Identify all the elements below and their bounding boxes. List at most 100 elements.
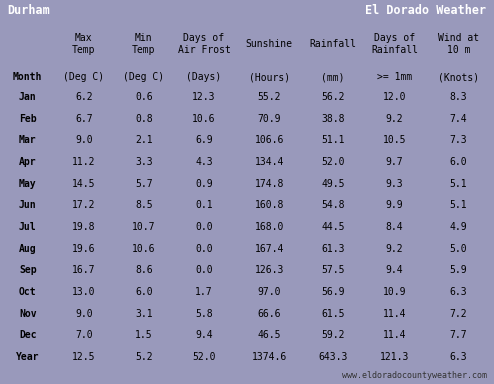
Text: 9.9: 9.9 (386, 200, 403, 210)
Text: Jan: Jan (19, 92, 37, 102)
Text: 6.2: 6.2 (75, 92, 93, 102)
Text: (Deg C): (Deg C) (124, 72, 165, 82)
Text: 5.9: 5.9 (450, 265, 467, 275)
Text: 5.8: 5.8 (195, 309, 213, 319)
Text: 5.7: 5.7 (135, 179, 153, 189)
Text: 9.3: 9.3 (386, 179, 403, 189)
Text: 38.8: 38.8 (322, 114, 345, 124)
Text: 3.1: 3.1 (135, 309, 153, 319)
Text: 54.8: 54.8 (322, 200, 345, 210)
Text: Days of
Air Frost: Days of Air Frost (177, 33, 230, 55)
Text: 7.7: 7.7 (450, 331, 467, 341)
Text: 0.6: 0.6 (135, 92, 153, 102)
Text: 55.2: 55.2 (257, 92, 281, 102)
Text: Oct: Oct (19, 287, 37, 297)
Text: 106.6: 106.6 (254, 135, 284, 145)
Text: 19.8: 19.8 (72, 222, 96, 232)
Text: 9.0: 9.0 (75, 135, 93, 145)
Text: 10.6: 10.6 (192, 114, 216, 124)
Text: 1374.6: 1374.6 (251, 352, 287, 362)
Text: May: May (19, 179, 37, 189)
Text: (mm): (mm) (322, 72, 345, 82)
Text: 12.5: 12.5 (72, 352, 96, 362)
Text: Aug: Aug (19, 244, 37, 254)
Text: 168.0: 168.0 (254, 222, 284, 232)
Text: 0.0: 0.0 (195, 244, 213, 254)
Text: 3.3: 3.3 (135, 157, 153, 167)
Text: 6.9: 6.9 (195, 135, 213, 145)
Text: (Days): (Days) (186, 72, 222, 82)
Text: 9.2: 9.2 (386, 114, 403, 124)
Text: 56.2: 56.2 (322, 92, 345, 102)
Text: (Knots): (Knots) (438, 72, 479, 82)
Text: 9.0: 9.0 (75, 309, 93, 319)
Text: 0.0: 0.0 (195, 265, 213, 275)
Text: 6.3: 6.3 (450, 287, 467, 297)
Text: 14.5: 14.5 (72, 179, 96, 189)
Text: 5.2: 5.2 (135, 352, 153, 362)
Text: 5.1: 5.1 (450, 200, 467, 210)
Text: 2.1: 2.1 (135, 135, 153, 145)
Text: 5.0: 5.0 (450, 244, 467, 254)
Text: 7.0: 7.0 (75, 331, 93, 341)
Text: 9.4: 9.4 (195, 331, 213, 341)
Text: 52.0: 52.0 (192, 352, 216, 362)
Text: 10.6: 10.6 (132, 244, 156, 254)
Text: 9.2: 9.2 (386, 244, 403, 254)
Text: 19.6: 19.6 (72, 244, 96, 254)
Text: 10.5: 10.5 (383, 135, 406, 145)
Text: Durham: Durham (7, 3, 50, 17)
Text: 167.4: 167.4 (254, 244, 284, 254)
Text: 66.6: 66.6 (257, 309, 281, 319)
Text: Jul: Jul (19, 222, 37, 232)
Text: 6.0: 6.0 (135, 287, 153, 297)
Text: El Dorado Weather: El Dorado Weather (366, 3, 487, 17)
Text: 6.0: 6.0 (450, 157, 467, 167)
Text: 7.4: 7.4 (450, 114, 467, 124)
Text: 16.7: 16.7 (72, 265, 96, 275)
Text: 8.3: 8.3 (450, 92, 467, 102)
Text: 0.9: 0.9 (195, 179, 213, 189)
Text: 7.2: 7.2 (450, 309, 467, 319)
Text: 4.9: 4.9 (450, 222, 467, 232)
Text: (Hours): (Hours) (248, 72, 290, 82)
Text: 10.7: 10.7 (132, 222, 156, 232)
Text: 0.8: 0.8 (135, 114, 153, 124)
Text: 643.3: 643.3 (319, 352, 348, 362)
Text: Min
Temp: Min Temp (132, 33, 156, 55)
Text: 0.0: 0.0 (195, 222, 213, 232)
Text: 126.3: 126.3 (254, 265, 284, 275)
Text: Apr: Apr (19, 157, 37, 167)
Text: Feb: Feb (19, 114, 37, 124)
Text: 97.0: 97.0 (257, 287, 281, 297)
Text: 9.4: 9.4 (386, 265, 403, 275)
Text: 1.7: 1.7 (195, 287, 213, 297)
Text: 8.6: 8.6 (135, 265, 153, 275)
Text: 7.3: 7.3 (450, 135, 467, 145)
Text: 9.7: 9.7 (386, 157, 403, 167)
Text: 160.8: 160.8 (254, 200, 284, 210)
Text: Sunshine: Sunshine (246, 39, 292, 49)
Text: Jun: Jun (19, 200, 37, 210)
Text: 12.3: 12.3 (192, 92, 216, 102)
Text: 1.5: 1.5 (135, 331, 153, 341)
Text: 59.2: 59.2 (322, 331, 345, 341)
Text: 121.3: 121.3 (380, 352, 409, 362)
Text: 12.0: 12.0 (383, 92, 406, 102)
Text: 61.5: 61.5 (322, 309, 345, 319)
Text: 11.4: 11.4 (383, 331, 406, 341)
Text: 134.4: 134.4 (254, 157, 284, 167)
Text: 61.3: 61.3 (322, 244, 345, 254)
Text: 17.2: 17.2 (72, 200, 96, 210)
Text: 174.8: 174.8 (254, 179, 284, 189)
Text: 44.5: 44.5 (322, 222, 345, 232)
Text: >= 1mm: >= 1mm (377, 72, 412, 82)
Text: 0.1: 0.1 (195, 200, 213, 210)
Text: 8.5: 8.5 (135, 200, 153, 210)
Text: 52.0: 52.0 (322, 157, 345, 167)
Text: 8.4: 8.4 (386, 222, 403, 232)
Text: 6.3: 6.3 (450, 352, 467, 362)
Text: 6.7: 6.7 (75, 114, 93, 124)
Text: 11.2: 11.2 (72, 157, 96, 167)
Text: 46.5: 46.5 (257, 331, 281, 341)
